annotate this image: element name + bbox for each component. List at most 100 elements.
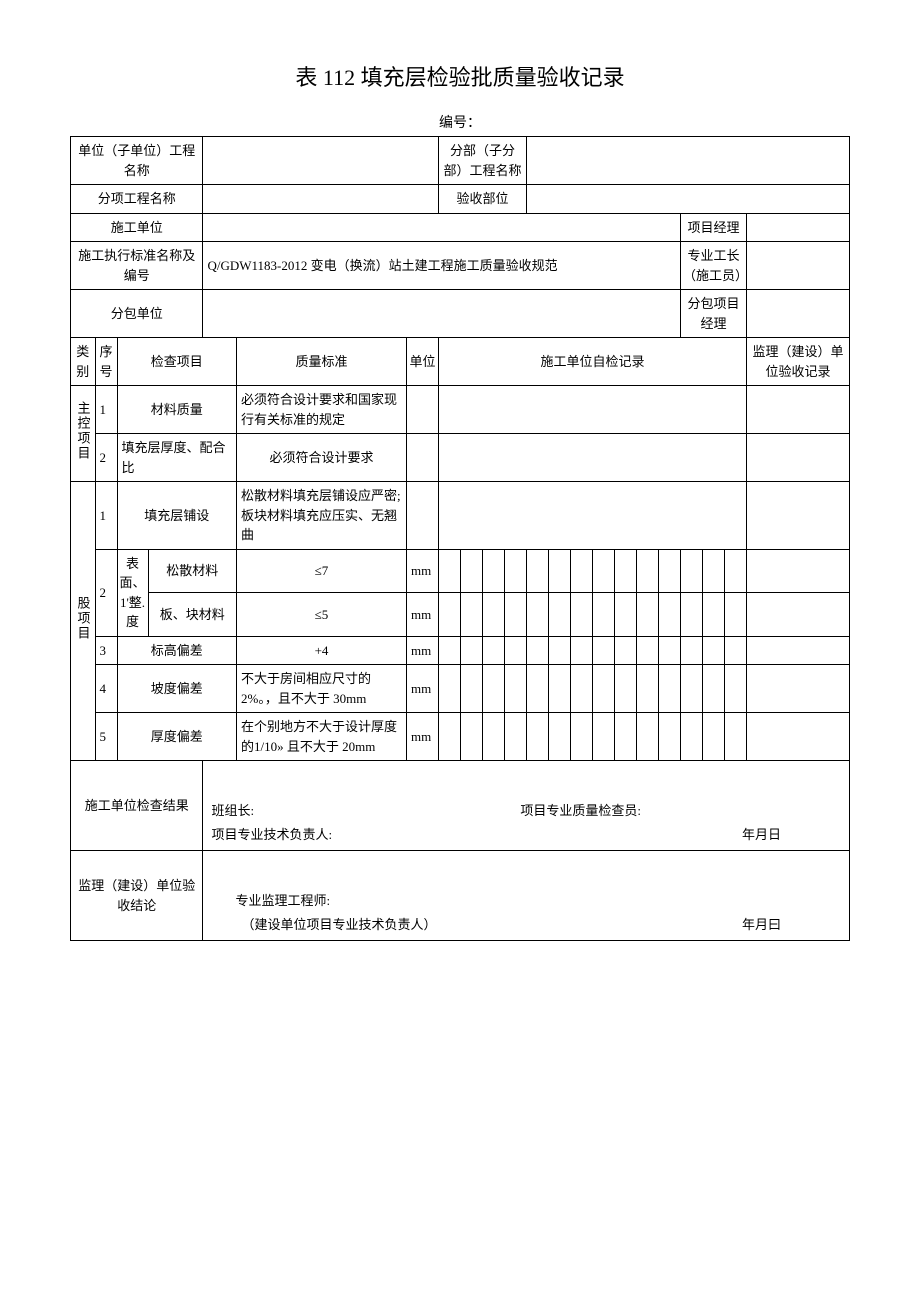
cell[interactable] (549, 593, 571, 637)
cell[interactable] (681, 665, 703, 713)
supervisor-g5[interactable] (747, 713, 850, 761)
cell[interactable] (681, 549, 703, 593)
cell[interactable] (659, 665, 681, 713)
cell[interactable] (593, 636, 615, 665)
acceptance-part-value[interactable] (527, 185, 850, 214)
cell[interactable] (593, 665, 615, 713)
selfcheck-m1[interactable] (439, 386, 747, 434)
selfcheck-m2[interactable] (439, 434, 747, 482)
cell[interactable] (593, 549, 615, 593)
cell[interactable] (505, 665, 527, 713)
cell[interactable] (615, 665, 637, 713)
cell[interactable] (571, 593, 593, 637)
cell[interactable] (549, 636, 571, 665)
cell[interactable] (681, 713, 703, 761)
supervisor-g2a[interactable] (747, 549, 850, 593)
cell[interactable] (527, 665, 549, 713)
cell[interactable] (461, 713, 483, 761)
item-g4: 坡度偏差 (117, 665, 237, 713)
cell[interactable] (659, 549, 681, 593)
cell[interactable] (439, 665, 461, 713)
cell[interactable] (725, 549, 747, 593)
project-manager-value[interactable] (747, 213, 850, 242)
supervisor-g3[interactable] (747, 636, 850, 665)
cell[interactable] (461, 593, 483, 637)
cell[interactable] (549, 665, 571, 713)
cell[interactable] (637, 665, 659, 713)
unit-project-value[interactable] (203, 137, 439, 185)
cell[interactable] (461, 549, 483, 593)
cell[interactable] (725, 665, 747, 713)
supervisor-m2[interactable] (747, 434, 850, 482)
cell[interactable] (549, 549, 571, 593)
cell[interactable] (725, 713, 747, 761)
subcontract-pm-value[interactable] (747, 290, 850, 338)
cell[interactable] (637, 549, 659, 593)
cell[interactable] (527, 549, 549, 593)
cell[interactable] (483, 549, 505, 593)
construction-unit-value[interactable] (203, 213, 681, 242)
cell[interactable] (637, 636, 659, 665)
cell[interactable] (483, 665, 505, 713)
cell[interactable] (659, 713, 681, 761)
cell[interactable] (549, 713, 571, 761)
construction-check-content[interactable]: 班组长: 项目专业质量检查员: 项目专业技术负责人: 年月日 (203, 761, 850, 851)
supervisor-g4[interactable] (747, 665, 850, 713)
cell[interactable] (505, 593, 527, 637)
subitem-project-value[interactable] (203, 185, 439, 214)
cell[interactable] (505, 713, 527, 761)
footer-construction-row: 施工单位检查结果 班组长: 项目专业质量检查员: 项目专业技术负责人: 年月日 (71, 761, 850, 851)
cell[interactable] (593, 593, 615, 637)
cell[interactable] (703, 636, 725, 665)
cell[interactable] (615, 636, 637, 665)
cell[interactable] (593, 713, 615, 761)
cell[interactable] (571, 636, 593, 665)
cell[interactable] (527, 636, 549, 665)
team-leader-label: 班组长: (211, 801, 254, 821)
category-main: 主控项目 (71, 386, 96, 482)
table-row: 2 表面、1'整.度 松散材料 ≤7 mm (71, 549, 850, 593)
subpart-project-value[interactable] (527, 137, 850, 185)
cell[interactable] (483, 636, 505, 665)
cell[interactable] (659, 593, 681, 637)
supervisor-g2b[interactable] (747, 593, 850, 637)
cell[interactable] (571, 665, 593, 713)
cell[interactable] (439, 593, 461, 637)
std-m2: 必须符合设计要求 (237, 434, 407, 482)
cell[interactable] (615, 713, 637, 761)
supervisor-g1[interactable] (747, 482, 850, 550)
cell[interactable] (637, 713, 659, 761)
cell[interactable] (527, 713, 549, 761)
cell[interactable] (505, 636, 527, 665)
cell[interactable] (439, 549, 461, 593)
cell[interactable] (725, 593, 747, 637)
cell[interactable] (571, 713, 593, 761)
subcontract-unit-value[interactable] (203, 290, 681, 338)
cell[interactable] (439, 636, 461, 665)
selfcheck-g1[interactable] (439, 482, 747, 550)
item-m1: 材料质量 (117, 386, 237, 434)
cell[interactable] (703, 549, 725, 593)
cell[interactable] (483, 713, 505, 761)
cell[interactable] (505, 549, 527, 593)
cell[interactable] (703, 593, 725, 637)
cell[interactable] (461, 665, 483, 713)
cell[interactable] (703, 665, 725, 713)
cell[interactable] (681, 593, 703, 637)
cell[interactable] (681, 636, 703, 665)
cell[interactable] (461, 636, 483, 665)
cell[interactable] (637, 593, 659, 637)
cell[interactable] (725, 636, 747, 665)
cell[interactable] (527, 593, 549, 637)
supervisor-m1[interactable] (747, 386, 850, 434)
cell[interactable] (483, 593, 505, 637)
supervisor-conclusion-content[interactable]: 专业监理工程师: （建设单位项目专业技术负责人） 年月曰 (203, 851, 850, 941)
cell[interactable] (571, 549, 593, 593)
cell[interactable] (439, 713, 461, 761)
cell[interactable] (703, 713, 725, 761)
cell[interactable] (615, 593, 637, 637)
cell[interactable] (659, 636, 681, 665)
cell[interactable] (615, 549, 637, 593)
acceptance-part-label: 验收部位 (439, 185, 527, 214)
foreman-value[interactable] (747, 242, 850, 290)
